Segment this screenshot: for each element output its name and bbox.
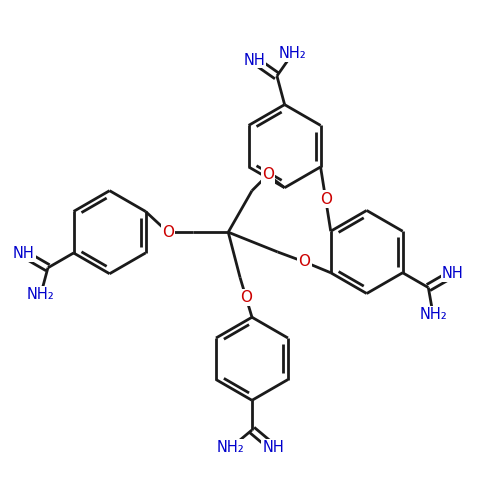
Text: O: O xyxy=(240,290,252,305)
Text: NH₂: NH₂ xyxy=(279,46,306,61)
Text: NH₂: NH₂ xyxy=(27,287,54,302)
Text: O: O xyxy=(162,224,174,240)
Text: NH: NH xyxy=(13,246,35,262)
Text: O: O xyxy=(298,254,310,270)
Text: O: O xyxy=(320,192,332,206)
Text: O: O xyxy=(262,168,274,182)
Text: NH: NH xyxy=(262,440,284,456)
Text: NH: NH xyxy=(244,52,265,68)
Text: NH₂: NH₂ xyxy=(217,440,244,456)
Text: NH: NH xyxy=(442,266,463,281)
Text: NH₂: NH₂ xyxy=(420,308,447,322)
